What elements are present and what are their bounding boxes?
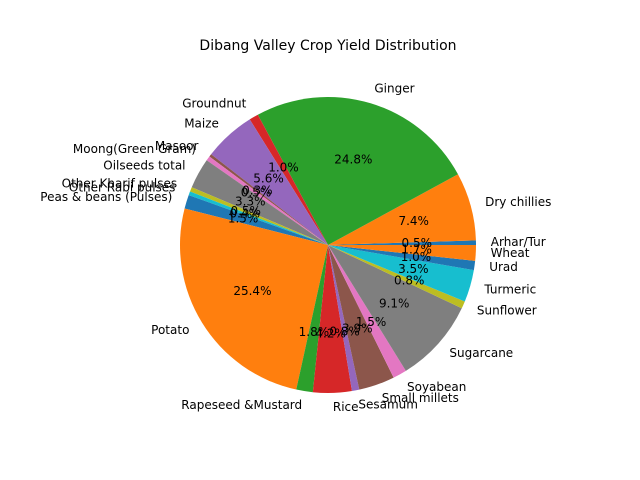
pie-slice-masoor: [209, 154, 328, 245]
slice-percent-oilseeds-total: 3.3%: [235, 195, 266, 209]
slice-percent-peas-beans-pulses: 1.5%: [228, 212, 259, 226]
pie-slice-other-kharif-pulses: [189, 187, 328, 245]
category-labels: Arhar/Tur Dry chillies Ginger Groundnut Maiz…: [40, 81, 551, 414]
pie-slice-sunflower: [328, 245, 465, 309]
slice-percent-maize: 5.6%: [253, 172, 284, 186]
pie-slice-arhar-tur: [328, 240, 476, 245]
slice-percent-wheat: 1.7%: [401, 242, 432, 256]
slice-label-small-millets: Small millets: [382, 391, 459, 405]
pie-slice-ginger: [257, 96, 458, 245]
pie-slice-other-rabi-pulses: [188, 191, 328, 245]
pie-slice-peas-beans-pulses: [184, 195, 328, 245]
pie-slice-soyabean: [328, 245, 406, 378]
slice-percent-moong-green-gram: 0.5%: [241, 186, 272, 200]
slice-label-sugarcane: Sugarcane: [449, 346, 513, 360]
pie-slice-oilseeds-total: [191, 160, 328, 245]
slice-label-potato: Potato: [151, 323, 189, 337]
slice-percent-masoor: 0.3%: [242, 184, 273, 198]
slice-percent-turmeric: 3.5%: [398, 262, 429, 276]
slice-percent-dry-chillies: 7.4%: [398, 214, 429, 228]
slice-label-rapeseed-mustard: Rapeseed &Mustard: [181, 398, 302, 412]
pie-slice-maize: [211, 119, 328, 245]
pie-slice-dry-chillies: [328, 174, 476, 245]
slice-percent-urad: 1.0%: [401, 250, 432, 264]
slice-label-other-rabi-pulses: Other Rabi pulses: [69, 181, 176, 195]
pie-slice-moong-green-gram: [206, 156, 328, 245]
slice-label-turmeric: Turmeric: [483, 283, 536, 297]
slice-percent-sunflower: 0.8%: [394, 273, 425, 287]
slice-label-wheat: Wheat: [491, 246, 530, 260]
slice-label-other-kharif-pulses: Other Kharif pulses: [62, 176, 177, 190]
pie-slice-potato: [180, 208, 328, 390]
slice-label-soyabean: Soyabean: [407, 380, 466, 394]
slice-percent-other-rabi-pulses: 0.4%: [230, 206, 261, 220]
slice-label-arhar-tur: Arhar/Tur: [491, 235, 546, 249]
pie-slice-urad: [328, 245, 476, 271]
slice-label-masoor: Masoor: [155, 139, 199, 153]
pie-slice-turmeric: [328, 245, 474, 302]
pie-slice-rice: [312, 245, 352, 393]
slice-percent-rice: 4.2%: [315, 326, 346, 340]
slice-label-ginger: Ginger: [374, 81, 414, 95]
slice-label-dry-chillies: Dry chillies: [485, 195, 551, 209]
slice-percent-potato: 25.4%: [233, 284, 271, 298]
pie-slice-rapeseed-mustard: [296, 245, 328, 393]
pie-slice-sesamum: [328, 245, 360, 392]
slice-percent-other-kharif-pulses: 0.5%: [230, 204, 261, 218]
slice-label-groundnut: Groundnut: [182, 97, 246, 111]
slice-percent-ginger: 24.8%: [334, 152, 372, 166]
slice-percent-sugarcane: 9.1%: [379, 297, 410, 311]
slice-label-rice: Rice: [333, 400, 359, 414]
pie-slice-groundnut: [249, 114, 328, 245]
slice-percent-groundnut: 1.0%: [268, 161, 299, 175]
slice-label-sunflower: Sunflower: [477, 303, 537, 317]
slice-label-peas-beans-pulses: Peas & beans (Pulses): [40, 190, 172, 204]
chart-title: Dibang Valley Crop Yield Distribution: [199, 38, 456, 54]
slice-percent-small-millets: 3.9%: [342, 321, 373, 335]
slice-label-moong-green-gram: Moong(Green Gram): [73, 142, 196, 156]
slice-percent-soyabean: 1.5%: [356, 315, 387, 329]
slice-label-oilseeds-total: Oilseeds total: [103, 159, 185, 173]
pie-slice-sugarcane: [328, 245, 462, 371]
pie-slices: [180, 96, 476, 393]
slice-label-sesamum: Sesamum: [358, 397, 418, 411]
percentage-labels: 0.5%7.4%24.8%1.0%5.6%0.3%0.5%3.3%0.5%0.4…: [228, 152, 432, 340]
slice-label-urad: Urad: [489, 260, 518, 274]
pie-slice-wheat: [328, 245, 476, 261]
pie-slice-small-millets: [328, 245, 394, 390]
slice-label-maize: Maize: [184, 117, 219, 131]
slice-percent-rapeseed-mustard: 1.8%: [299, 325, 330, 339]
slice-percent-arhar-tur: 0.5%: [402, 236, 433, 250]
slice-percent-sesamum: 0.8%: [329, 325, 360, 339]
